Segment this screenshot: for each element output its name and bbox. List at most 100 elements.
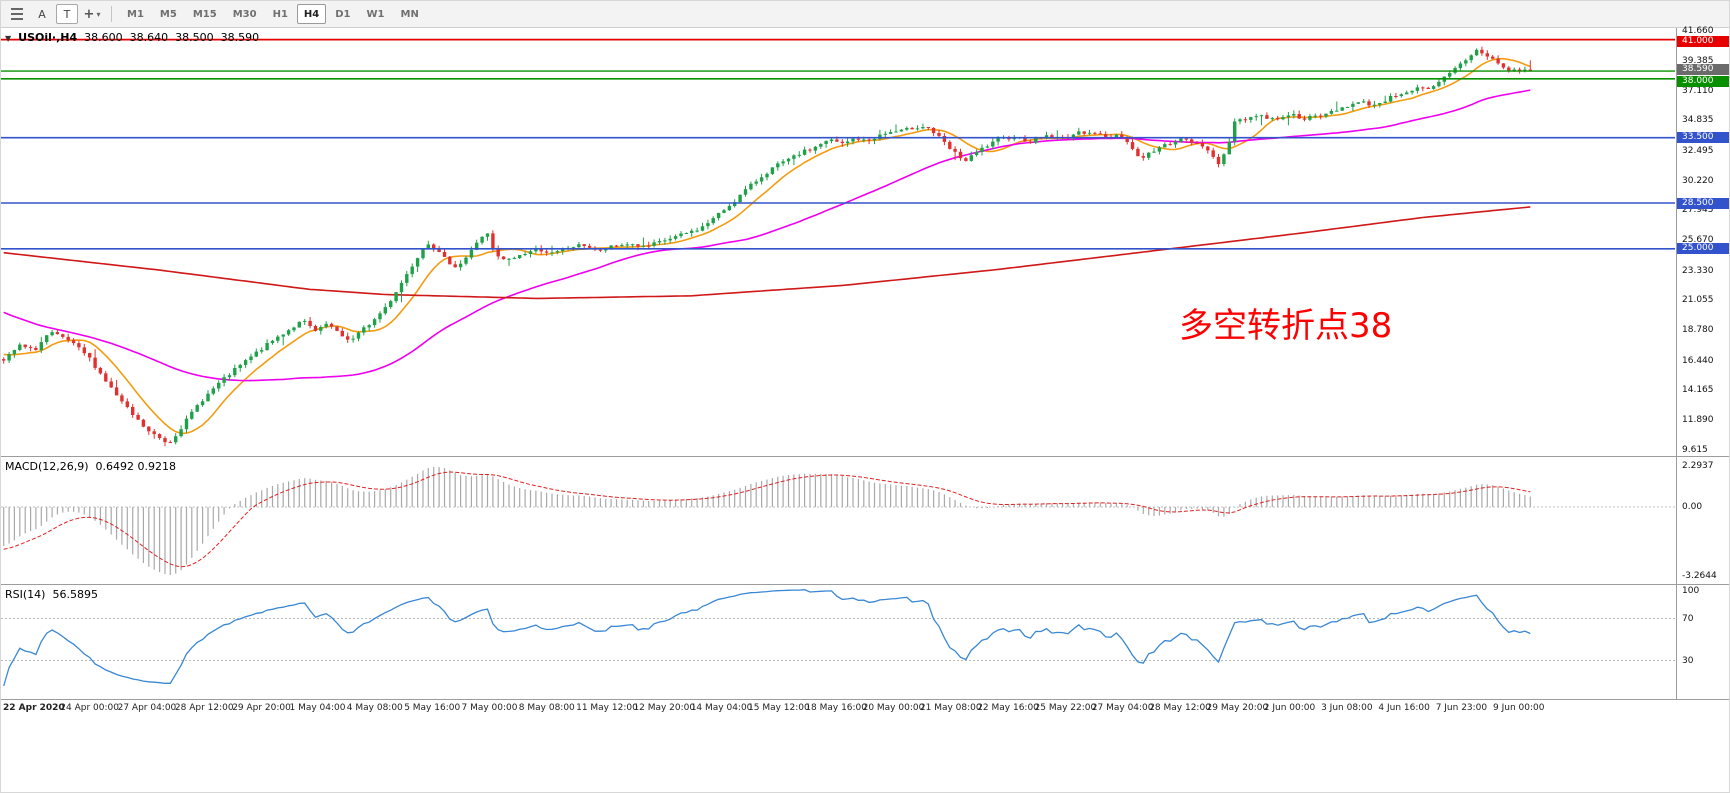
time-axis-label: 5 May 16:00 xyxy=(404,703,461,713)
time-axis-label: 24 Apr 00:00 xyxy=(60,703,119,713)
rsi-canvas[interactable] xyxy=(1,585,1675,700)
rsi-pane: RSI(14) 56.5895 100 70 30 xyxy=(1,585,1729,700)
time-axis-label: 22 May 16:00 xyxy=(977,703,1039,713)
macd-scale-label: 0.00 xyxy=(1682,502,1703,512)
price-level-badge: 38.000 xyxy=(1677,76,1729,88)
timeframe-h4[interactable]: H4 xyxy=(296,4,327,24)
rsi-scale[interactable]: 100 70 30 xyxy=(1676,585,1729,699)
time-axis-label: 29 Apr 20:00 xyxy=(232,703,291,713)
time-axis-label: 27 May 04:00 xyxy=(1091,703,1154,713)
toolbar: A T + ▾ M1 M5 M15 M30 H1 H4 D1 W1 MN xyxy=(1,1,1729,28)
crosshair-tool-button[interactable]: + ▾ xyxy=(81,4,103,24)
time-axis-label: 12 May 20:00 xyxy=(633,703,696,713)
price-tick-label: 41.660 xyxy=(1682,26,1714,36)
price-tick-label: 25.670 xyxy=(1682,235,1714,245)
rsi-scale-label: 70 xyxy=(1682,613,1694,624)
price-tick-label: 39.385 xyxy=(1682,55,1714,66)
menu-icon[interactable] xyxy=(6,4,28,24)
time-axis-label: 22 Apr 2020 xyxy=(3,703,65,713)
timeframe-w1[interactable]: W1 xyxy=(360,4,392,24)
price-tick-label: 16.440 xyxy=(1682,355,1714,366)
price-tick-label: 21.055 xyxy=(1682,295,1714,306)
menu-line xyxy=(11,8,23,10)
text-tool-button[interactable]: T xyxy=(56,4,78,24)
timeframe-m5[interactable]: M5 xyxy=(153,4,184,24)
time-axis-label: 28 Apr 12:00 xyxy=(174,703,234,713)
time-axis-label: 11 May 12:00 xyxy=(576,703,638,713)
time-axis-label: 4 Jun 16:00 xyxy=(1378,703,1430,713)
time-axis-label: 3 Jun 08:00 xyxy=(1321,703,1373,713)
price-chart-canvas[interactable] xyxy=(1,28,1675,457)
macd-label: MACD(12,26,9) xyxy=(5,460,89,473)
time-axis-label: 14 May 04:00 xyxy=(690,703,753,713)
time-axis-label: 28 May 12:00 xyxy=(1149,703,1211,713)
chevron-down-icon: ▾ xyxy=(96,9,101,19)
annotation-tool-button[interactable]: A xyxy=(31,4,53,24)
time-axis-label: 20 May 00:00 xyxy=(862,703,925,713)
price-tick-label: 14.165 xyxy=(1682,385,1714,396)
price-tick-label: 32.495 xyxy=(1682,145,1714,156)
time-axis-label: 2 Jun 00:00 xyxy=(1263,703,1316,713)
macd-canvas[interactable] xyxy=(1,457,1675,585)
timeframe-group: M1 M5 M15 M30 H1 H4 D1 W1 MN xyxy=(120,4,426,24)
price-pane: ▼ USOil·,H4 38.600 38.640 38.500 38.590 … xyxy=(1,26,1729,457)
time-axis-label: 7 Jun 23:00 xyxy=(1435,703,1488,713)
time-axis-label: 8 May 08:00 xyxy=(518,703,575,713)
close-value: 38.590 xyxy=(220,31,260,44)
macd-scale-label: -3.2644 xyxy=(1682,571,1717,581)
time-axis-label: 25 May 22:00 xyxy=(1034,703,1097,713)
open-value: 38.600 xyxy=(84,31,123,44)
chart-area: ▼ USOil·,H4 38.600 38.640 38.500 38.590 … xyxy=(1,26,1729,718)
rsi-scale-label: 100 xyxy=(1682,586,1700,596)
time-axis-label: 4 May 08:00 xyxy=(346,703,403,713)
timeframe-d1[interactable]: D1 xyxy=(328,4,357,24)
timeframe-m1[interactable]: M1 xyxy=(120,4,151,24)
time-axis-label: 15 May 12:00 xyxy=(748,703,810,713)
timeframe-m15[interactable]: M15 xyxy=(186,4,224,24)
macd-header: MACD(12,26,9) 0.6492 0.9218 xyxy=(5,460,176,473)
menu-line xyxy=(11,18,23,20)
low-value: 38.500 xyxy=(175,31,214,44)
time-axis-label: 1 May 04:00 xyxy=(289,703,346,713)
price-tick-label: 11.890 xyxy=(1682,415,1714,426)
time-axis-label: 29 May 20:00 xyxy=(1206,703,1269,713)
rsi-label: RSI(14) xyxy=(5,588,46,601)
rsi-scale-label: 30 xyxy=(1682,655,1694,666)
menu-line xyxy=(11,13,23,15)
price-level-badge: 25.000 xyxy=(1677,243,1729,255)
symbol-label: USOil·,H4 xyxy=(18,31,78,44)
price-level-badge: 41.000 xyxy=(1677,36,1729,48)
toolbar-separator xyxy=(111,6,112,22)
time-axis[interactable]: 22 Apr 2020 24 Apr 00:00 27 Apr 04:00 28 Ap… xyxy=(1,700,1729,718)
time-axis-label: 21 May 08:00 xyxy=(919,703,982,713)
price-tick-label: 9.615 xyxy=(1682,444,1708,455)
expand-icon[interactable]: ▼ xyxy=(5,34,12,43)
price-level-badge: 28.500 xyxy=(1677,197,1729,209)
macd-pane: MACD(12,26,9) 0.6492 0.9218 2.2937 0.00 -3… xyxy=(1,457,1729,585)
price-tick-label: 34.835 xyxy=(1682,115,1714,126)
price-tick-label: 18.780 xyxy=(1682,325,1714,336)
macd-scale[interactable]: 2.2937 0.00 -3.2644 xyxy=(1676,457,1729,584)
price-scale[interactable]: 41.660 39.385 37.110 34.835 32.495 30.220 27.9… xyxy=(1676,26,1729,456)
macd-values: 0.6492 0.9218 xyxy=(95,460,177,473)
price-tick-label: 30.220 xyxy=(1682,175,1714,186)
timeframe-m30[interactable]: M30 xyxy=(226,4,264,24)
macd-scale-label: 2.2937 xyxy=(1682,461,1714,471)
time-axis-label: 9 Jun 00:00 xyxy=(1493,703,1545,713)
price-level-badge: 38.590 xyxy=(1677,63,1729,75)
price-tick-label: 27.945 xyxy=(1682,205,1714,216)
time-axis-label: 18 May 16:00 xyxy=(805,703,868,713)
price-tick-label: 37.110 xyxy=(1682,85,1714,96)
rsi-value: 56.5895 xyxy=(52,588,98,601)
timeframe-mn[interactable]: MN xyxy=(394,4,426,24)
timeframe-h1[interactable]: H1 xyxy=(266,4,295,24)
crosshair-icon: + xyxy=(83,6,95,22)
price-level-badge: 33.500 xyxy=(1677,132,1729,144)
time-axis-label: 27 Apr 04:00 xyxy=(117,703,177,713)
rsi-header: RSI(14) 56.5895 xyxy=(5,588,98,601)
high-value: 38.640 xyxy=(129,31,169,44)
chart-annotation: 多空转折点38 xyxy=(1179,306,1393,346)
time-axis-label: 7 May 00:00 xyxy=(461,703,518,713)
price-tick-label: 23.330 xyxy=(1682,265,1714,276)
